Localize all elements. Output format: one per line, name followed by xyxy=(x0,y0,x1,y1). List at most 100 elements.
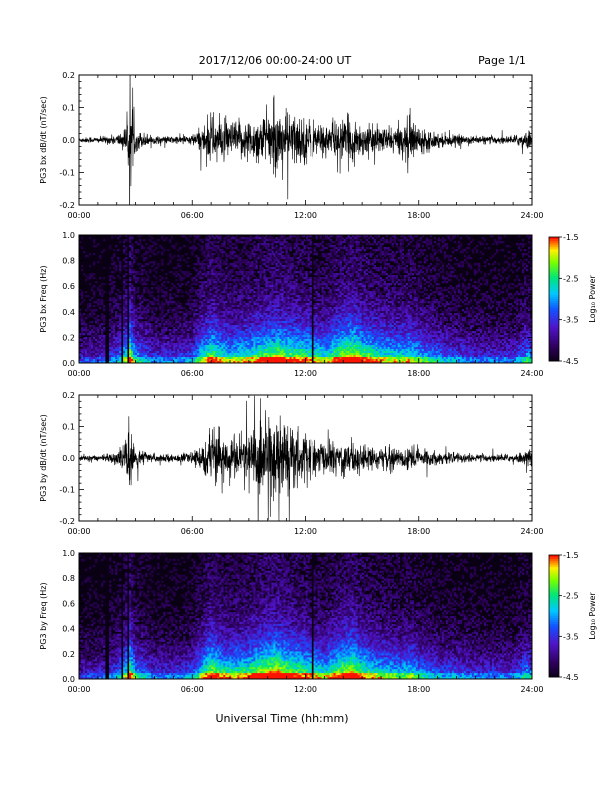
spectrogram-cell xyxy=(125,293,127,295)
spectrogram-cell xyxy=(125,345,127,347)
spectrogram-cell xyxy=(83,359,85,361)
spectrogram-cell xyxy=(109,347,111,349)
spectrogram-cell xyxy=(111,347,113,349)
spectrogram-cell xyxy=(93,325,95,327)
spectrogram-cell xyxy=(155,357,157,359)
spectrogram-cell xyxy=(157,251,159,253)
spectrogram-cell xyxy=(143,337,145,339)
spectrogram-cell xyxy=(175,271,177,273)
spectrogram-cell xyxy=(97,303,99,305)
spectrogram-cell xyxy=(119,349,121,351)
spectrogram-cell xyxy=(155,325,157,327)
spectrogram-cell xyxy=(155,337,157,339)
spectrogram-cell xyxy=(181,359,183,361)
spectrogram-cell xyxy=(117,275,119,277)
spectrogram-cell xyxy=(119,347,121,349)
spectrogram-cell xyxy=(175,357,177,359)
spectrogram-cell xyxy=(93,313,95,315)
spectrogram-cell xyxy=(131,315,133,317)
spectrogram-cell xyxy=(85,309,87,311)
spectrogram-cell xyxy=(135,335,137,337)
spectrogram-cell xyxy=(161,319,163,321)
spectrogram-cell xyxy=(135,273,137,275)
spectrogram-cell xyxy=(89,359,91,361)
spectrogram-cell xyxy=(161,341,163,343)
spectrogram-cell xyxy=(93,331,95,333)
spectrogram-cell xyxy=(161,359,163,361)
spectrogram-cell xyxy=(133,275,135,277)
spectrogram-cell xyxy=(117,289,119,291)
spectrogram-cell xyxy=(141,343,143,345)
spectrogram-cell xyxy=(101,313,103,315)
spectrogram-cell xyxy=(123,355,125,357)
spectrogram-cell xyxy=(85,351,87,353)
spectrogram-cell xyxy=(165,291,167,293)
spectrogram-cell xyxy=(151,327,153,329)
spectrogram-cell xyxy=(99,357,101,359)
spectrogram-cell xyxy=(133,259,135,261)
spectrogram-cell xyxy=(123,311,125,313)
spectrogram-cell xyxy=(91,331,93,333)
spectrogram-cell xyxy=(101,323,103,325)
spectrogram-cell xyxy=(179,319,181,321)
spectrogram-cell xyxy=(155,335,157,337)
spectrogram-cell xyxy=(111,349,113,351)
spectrogram-cell xyxy=(159,279,161,281)
spectrogram-cell xyxy=(185,359,187,361)
spectrogram-cell xyxy=(129,307,131,309)
spectrogram-cell xyxy=(179,311,181,313)
spectrogram-cell xyxy=(163,239,165,241)
spectrogram-cell xyxy=(175,275,177,277)
spectrogram-cell xyxy=(109,359,111,361)
spectrogram-cell xyxy=(117,357,119,359)
spectrogram-cell xyxy=(171,297,173,299)
spectrogram-cell xyxy=(117,257,119,259)
spectrogram-cell xyxy=(119,337,121,339)
spectrogram-cell xyxy=(141,357,143,359)
spectrogram-cell xyxy=(173,329,175,331)
spectrogram-cell xyxy=(139,311,141,313)
spectrogram-cell xyxy=(129,345,131,347)
spectrogram-cell xyxy=(95,359,97,361)
spectrogram-cell xyxy=(185,327,187,329)
spectrogram-cell xyxy=(119,263,121,265)
spectrogram-cell xyxy=(91,325,93,327)
spectrogram-cell xyxy=(85,347,87,349)
spectrogram-cell xyxy=(183,333,185,335)
spectrogram-cell xyxy=(177,355,179,357)
spectrogram-cell xyxy=(131,269,133,271)
spectrogram-cell xyxy=(93,353,95,355)
spectrogram-cell xyxy=(93,277,95,279)
spectrogram-cell xyxy=(135,317,137,319)
y-axis-label: PG3 bx dB/dt (nT/sec) xyxy=(39,96,48,183)
spectrogram-cell xyxy=(149,325,151,327)
spectrogram-cell xyxy=(131,343,133,345)
spectrogram-cell xyxy=(85,349,87,351)
spectrogram-cell xyxy=(97,243,99,245)
spectrogram-cell xyxy=(175,345,177,347)
spectrogram-cell xyxy=(179,355,181,357)
spectrogram-cell xyxy=(131,305,133,307)
spectrogram-cell xyxy=(153,301,155,303)
spectrogram-cell xyxy=(149,327,151,329)
spectrogram-cell xyxy=(139,321,141,323)
spectrogram-cell xyxy=(103,249,105,251)
spectrogram-cell xyxy=(155,343,157,345)
spectrogram-cell xyxy=(137,311,139,313)
spectrogram-cell xyxy=(165,351,167,353)
spectrogram-cell xyxy=(123,287,125,289)
spectrogram-cell xyxy=(119,343,121,345)
spectrogram-cell xyxy=(143,239,145,241)
spectrogram-cell xyxy=(109,337,111,339)
spectrogram-cell xyxy=(141,355,143,357)
spectrogram-cell xyxy=(141,293,143,295)
spectrogram-cell xyxy=(135,311,137,313)
spectrogram-cell xyxy=(91,321,93,323)
spectrogram-cell xyxy=(111,335,113,337)
spectrogram-cell xyxy=(171,349,173,351)
spectrogram-cell xyxy=(147,289,149,291)
spectrogram-cell xyxy=(131,327,133,329)
spectrogram-cell xyxy=(123,353,125,355)
spectrogram-cell xyxy=(89,337,91,339)
spectrogram-cell xyxy=(119,339,121,341)
